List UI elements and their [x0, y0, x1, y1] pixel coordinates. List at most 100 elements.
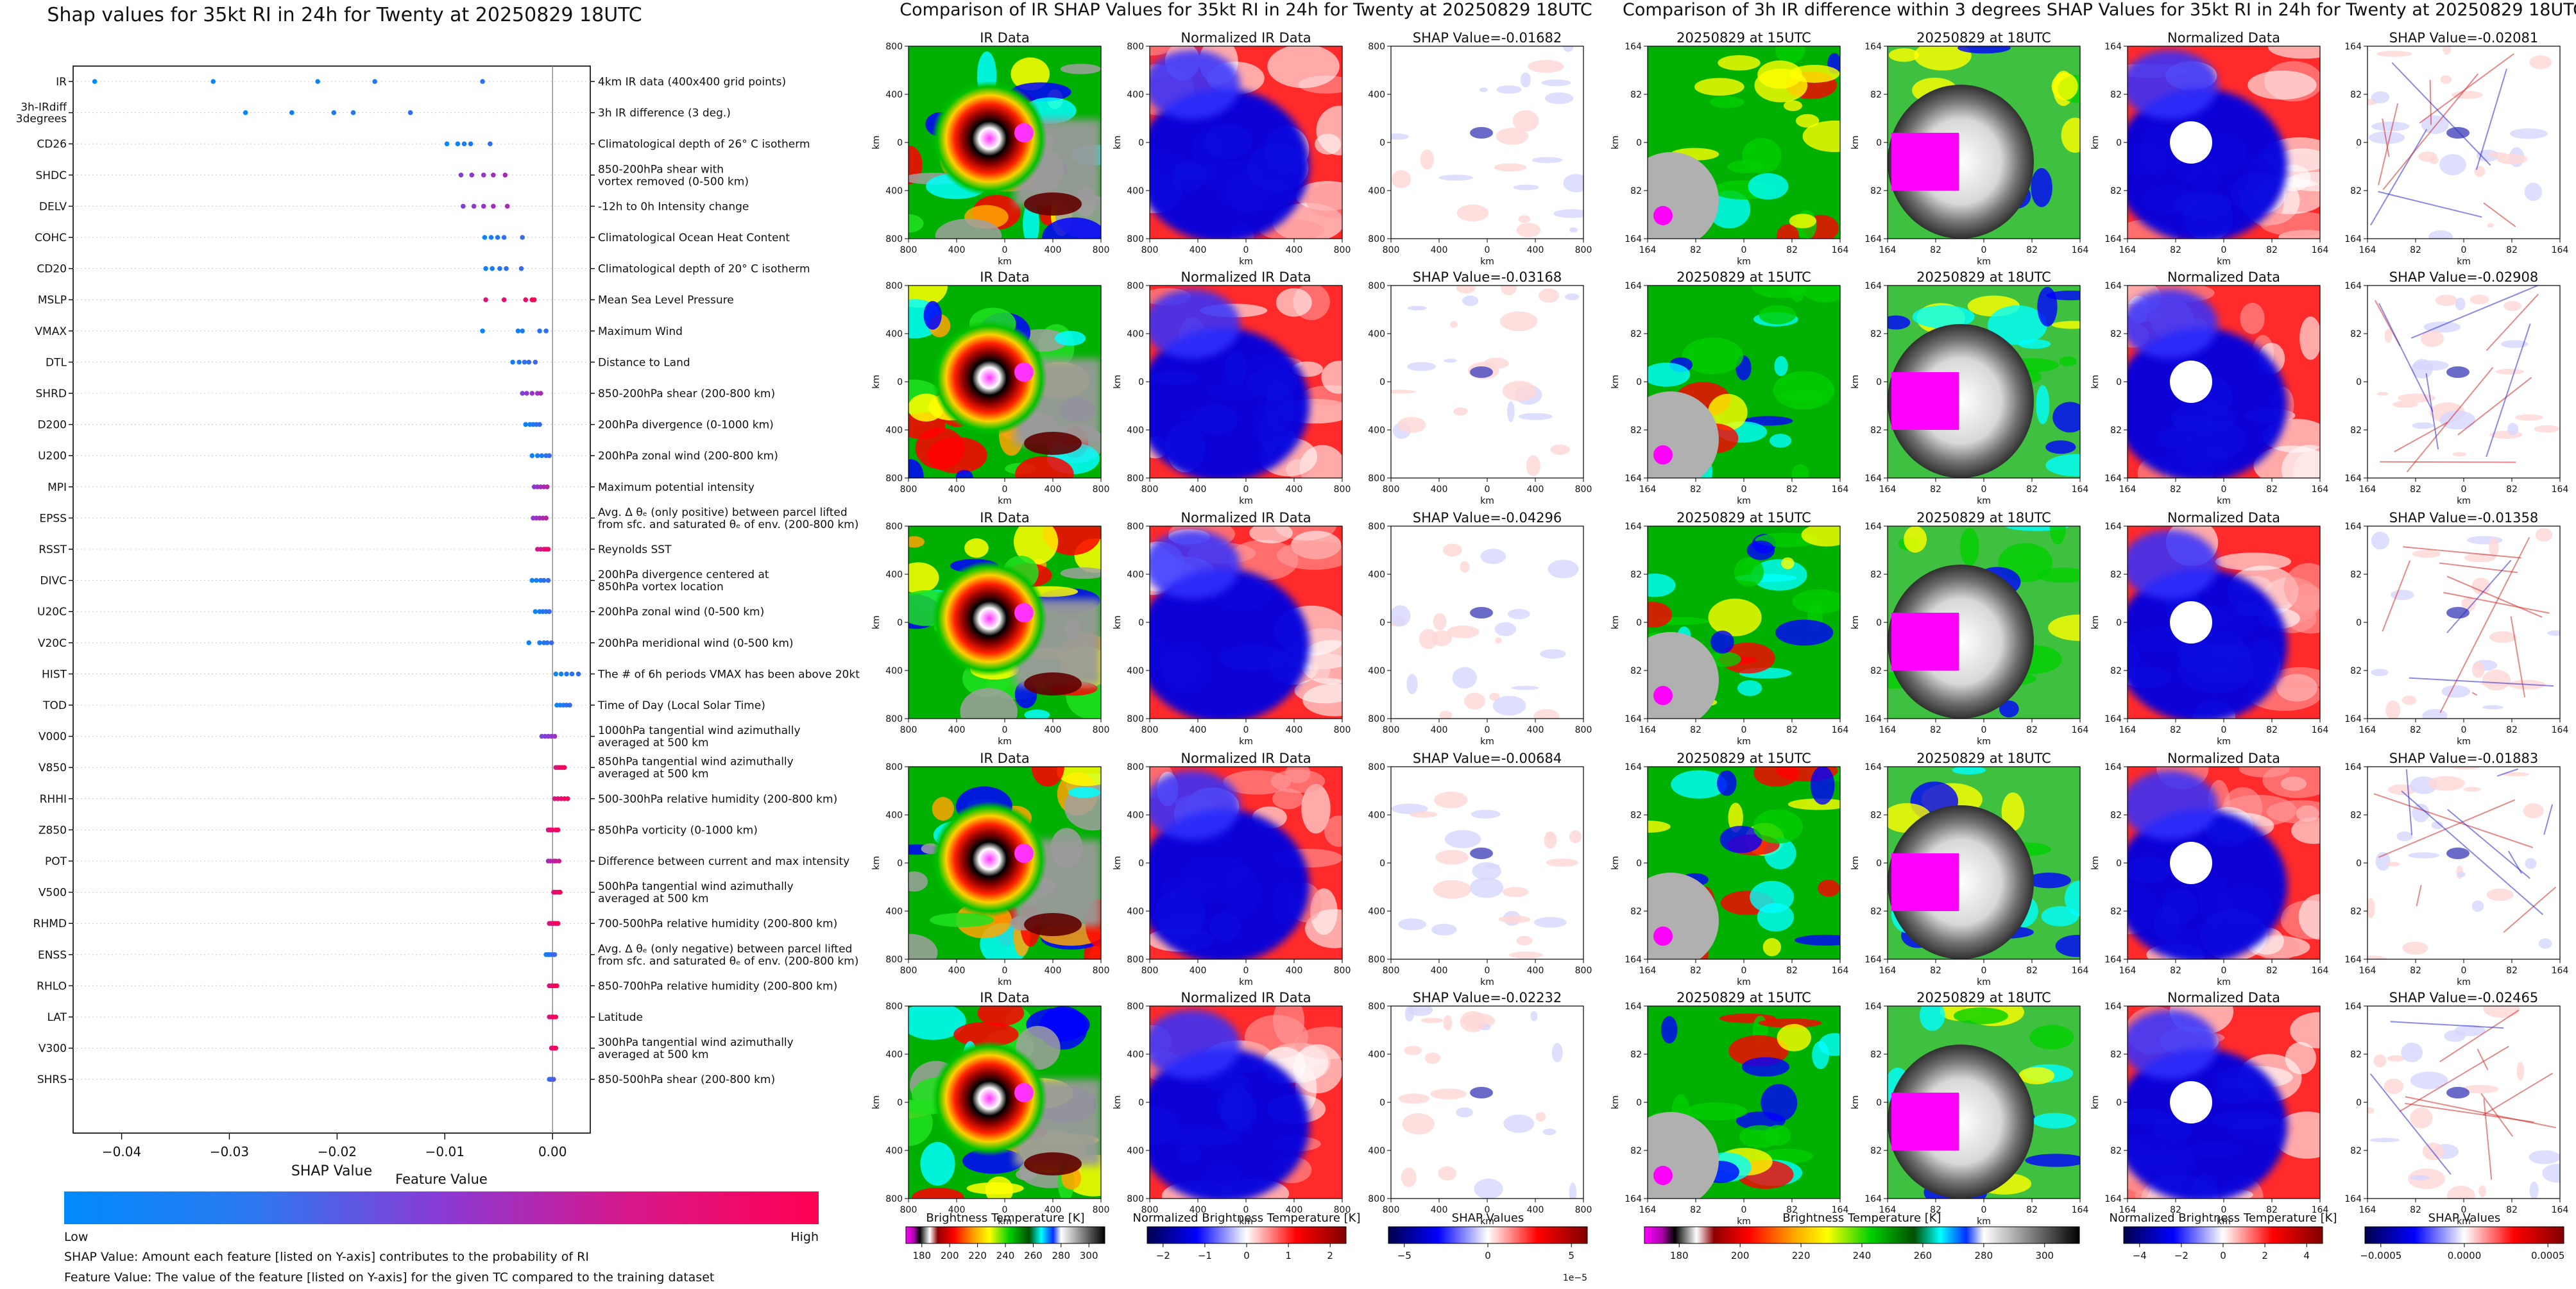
- x-tick-label: 0: [2461, 484, 2467, 495]
- shap-point: [539, 453, 545, 458]
- norm-cold-region: [2128, 530, 2218, 599]
- y-axis-label: km: [871, 375, 882, 389]
- panel-image-ir15: [1648, 46, 1840, 239]
- y-tick-label: 164: [2344, 1194, 2362, 1204]
- panel-title: 20250829 at 15UTC: [1676, 269, 1811, 285]
- x-tick-label: 164: [1879, 245, 1897, 255]
- x-axis-label: km: [1737, 737, 1751, 747]
- x-axis-label: km: [1480, 1216, 1494, 1227]
- shap-point: [501, 297, 507, 303]
- shap-noise: [2402, 941, 2428, 955]
- x-tick-label: 82: [1786, 484, 1798, 495]
- ir-cloud: [923, 301, 942, 330]
- x-tick-label: 0: [2461, 725, 2467, 735]
- y-axis-label: km: [871, 1095, 882, 1109]
- ir-cloud: [935, 218, 1002, 239]
- y-tick-label: 800: [1368, 42, 1385, 52]
- ir-cloud: [2045, 454, 2080, 477]
- shap-noise: [1450, 321, 1458, 328]
- x-axis-label: km: [1480, 257, 1494, 267]
- shap-point: [576, 671, 581, 677]
- shap-streak: [2439, 1009, 2520, 1063]
- norm-cold-region: [1150, 568, 1309, 719]
- norm-eye: [2170, 121, 2212, 164]
- shap-point: [555, 921, 561, 926]
- y-tick-label: 164: [2104, 281, 2122, 291]
- shap-title-value: -0.00684: [1501, 751, 1562, 766]
- ir-cloud: [1914, 46, 1972, 71]
- y-axis-label: km: [1850, 856, 1861, 870]
- shap-noise: [1406, 674, 1418, 694]
- ir-cloud: [2049, 526, 2066, 545]
- x-tick-label: 800: [1575, 966, 1592, 976]
- x-tick-label: 400: [948, 245, 966, 255]
- shap-panel-title: SHAP Value=-0.02232: [1413, 990, 1562, 1005]
- x-tick-label: 82: [2170, 725, 2181, 735]
- shap-point: [289, 110, 294, 115]
- shap-noise: [2450, 767, 2480, 770]
- shap-title-eq: =: [1490, 269, 1501, 285]
- ir-cloud: [2037, 287, 2058, 327]
- x-tick-label: 800: [1575, 245, 1592, 255]
- x-axis-label: km: [1977, 496, 1991, 506]
- shap-streak: [2483, 202, 2516, 228]
- y-tick-label: 82: [1870, 186, 1882, 196]
- text-line: averaged at 500 km: [598, 737, 709, 749]
- y-tick-label: 400: [1368, 329, 1385, 339]
- shap-noise: [2464, 553, 2496, 563]
- panel-image-norm: [1150, 526, 1342, 719]
- shap-noise: [1489, 692, 1500, 701]
- shap-noise: [1503, 1114, 1535, 1133]
- x-tick-label: 400: [1190, 1205, 1207, 1215]
- feature-description: Distance to Land: [598, 356, 690, 369]
- shap-noise: [2535, 528, 2553, 542]
- shap-hotspot: [1470, 848, 1493, 859]
- y-tick-label: 400: [1127, 666, 1144, 676]
- shap-title-value: -0.02465: [2478, 990, 2538, 1005]
- x-tick-label: 82: [2410, 966, 2421, 976]
- shap-point: [455, 141, 461, 146]
- y-tick-label: 82: [1870, 907, 1882, 917]
- shap-noise: [1402, 1113, 1435, 1135]
- norm-cold-region: [1150, 1048, 1309, 1199]
- shap-noise: [2503, 301, 2521, 311]
- shap-noise: [1562, 46, 1574, 52]
- shap-noise: [1483, 864, 1500, 869]
- ir-magenta: [1653, 206, 1673, 225]
- y-axis-label: km: [871, 615, 882, 629]
- x-tick-label: 82: [1930, 484, 1941, 495]
- feature-description: -12h to 0h Intensity change: [598, 200, 749, 213]
- shap-point: [516, 359, 522, 365]
- panel-image-ir: [908, 286, 1101, 478]
- norm-patch: [2240, 302, 2265, 334]
- panel-image-norm2: [2128, 46, 2320, 239]
- shap-noise: [1420, 149, 1435, 170]
- ir-cloud: [1888, 315, 1911, 330]
- shap-streak: [2380, 461, 2516, 463]
- ir-cloud: [2051, 321, 2080, 329]
- y-tick-label: 0: [1876, 377, 1882, 388]
- y-tick-label: 0: [1636, 138, 1642, 148]
- x-axis-label: km: [1480, 737, 1494, 747]
- ir-cloud: [966, 1182, 1024, 1195]
- shap-noise: [1500, 311, 1538, 332]
- colorbar-tick-label: −2: [1156, 1250, 1170, 1261]
- x-tick-label: 82: [2026, 966, 2038, 976]
- panel-title: Normalized Data: [2167, 751, 2280, 766]
- y-tick-label: 164: [2104, 522, 2122, 532]
- shap-noise: [2376, 391, 2389, 396]
- shap-point: [504, 266, 509, 271]
- panel-title: Normalized IR Data: [1181, 510, 1311, 525]
- y-tick-label: 400: [1127, 329, 1144, 339]
- x-tick-label: 0: [1243, 725, 1249, 735]
- y-tick-label: 82: [1630, 810, 1642, 821]
- y-tick-label: 0: [1138, 377, 1144, 388]
- y-tick-label: 164: [1625, 762, 1642, 773]
- shap-noise: [1518, 413, 1553, 420]
- y-tick-label: 164: [2344, 1002, 2362, 1012]
- y-tick-label: 800: [1368, 714, 1385, 724]
- feature-description: Climatological depth of 20° C isotherm: [598, 263, 810, 276]
- y-tick-label: 400: [885, 810, 903, 821]
- y-tick-label: 0: [1379, 1098, 1385, 1108]
- colorbar-tick-label: 280: [1975, 1250, 1993, 1261]
